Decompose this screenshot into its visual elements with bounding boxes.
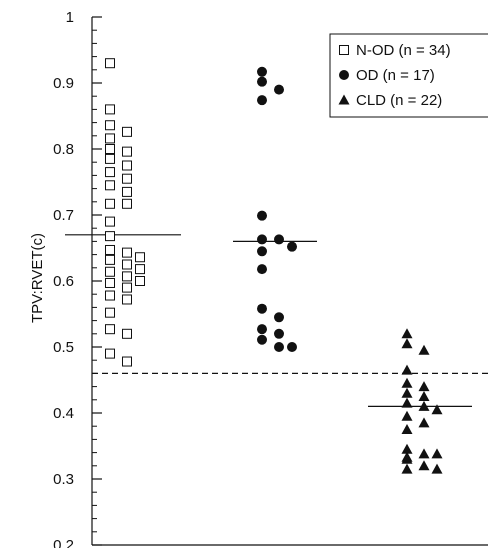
data-point-circle: [274, 84, 284, 95]
data-point-circle: [274, 342, 284, 352]
data-point-triangle: [401, 443, 413, 454]
y-tick-label: 0.4: [53, 405, 74, 422]
data-point-circle: [257, 95, 267, 106]
y-tick-label: 1: [66, 9, 74, 26]
legend-label: CLD (n = 22): [356, 92, 442, 109]
data-point-square: [122, 356, 132, 367]
data-point-triangle: [431, 404, 443, 415]
data-point-triangle: [431, 463, 443, 474]
data-point-triangle: [401, 364, 413, 375]
data-point-triangle: [418, 448, 430, 459]
data-point-square: [105, 231, 115, 242]
y-tick-label: 0.3: [53, 471, 74, 488]
data-point-circle: [257, 76, 267, 87]
data-point-square: [105, 180, 115, 191]
data-point-square: [122, 282, 132, 293]
data-point-circle: [274, 328, 284, 339]
y-tick-label: 0.6: [53, 273, 74, 290]
data-point-circle: [257, 264, 267, 275]
legend-label: N-OD (n = 34): [356, 42, 451, 59]
data-point-square: [105, 58, 115, 69]
data-point-triangle: [401, 328, 413, 339]
y-axis-title: TPV:RVET(c): [29, 233, 46, 323]
data-point-circle: [257, 334, 267, 345]
data-point-square: [105, 104, 115, 115]
data-point-square: [105, 290, 115, 301]
data-point-circle: [287, 342, 297, 352]
data-point-square: [105, 348, 115, 359]
data-point-square: [122, 198, 132, 209]
data-point-triangle: [401, 424, 413, 434]
data-point-circle: [257, 303, 267, 314]
data-point-triangle: [418, 460, 430, 471]
data-point-triangle: [401, 453, 413, 464]
data-point-square: [122, 294, 132, 305]
data-point-circle: [257, 246, 267, 257]
data-point-square: [122, 126, 132, 137]
legend-label: OD (n = 17): [356, 67, 435, 84]
data-point-square: [135, 276, 145, 286]
data-point-square: [135, 252, 145, 263]
data-point-square: [105, 244, 115, 255]
data-point-triangle: [418, 417, 430, 428]
y-tick-label: 0.8: [53, 141, 74, 158]
data-point-square: [105, 133, 115, 144]
y-axis: 0.2 0.3 0.4 0.5 0.6 0.7 0.8 0.9 1: [53, 9, 488, 548]
data-point-square: [122, 328, 132, 339]
data-point-square: [105, 216, 115, 227]
data-point-triangle: [401, 377, 413, 388]
data-point-square: [105, 153, 115, 164]
legend-box: [329, 33, 488, 118]
data-point-square: [105, 324, 115, 335]
data-point-circle: [274, 234, 284, 245]
y-tick-label: 0.5: [53, 339, 74, 356]
data-point-triangle: [401, 387, 413, 398]
data-point-circle: [257, 210, 267, 221]
y-tick-label: 0.9: [53, 75, 74, 92]
y-tick-label: 0.2: [53, 537, 74, 548]
data-point-square: [122, 259, 132, 270]
data-point-square: [105, 144, 115, 154]
data-point-triangle: [418, 381, 430, 392]
data-point-triangle: [401, 338, 413, 349]
data-point-square: [122, 173, 132, 184]
data-point-square: [105, 198, 115, 209]
data-point-triangle: [401, 463, 413, 474]
data-point-square: [105, 254, 115, 265]
data-point-square: [105, 277, 115, 288]
data-point-circle: [274, 312, 284, 323]
data-point-triangle: [401, 397, 413, 408]
y-tick-label: 0.7: [53, 207, 74, 224]
data-point-triangle: [418, 400, 430, 411]
data-point-circle: [257, 234, 267, 245]
data-point-square: [105, 266, 115, 277]
legend: N-OD (n = 34) OD (n = 17) CLD (n = 22): [329, 33, 488, 118]
data-point-square: [105, 307, 115, 318]
data-point-square: [339, 45, 349, 55]
data-point-square: [122, 160, 132, 171]
data-point-triangle: [401, 410, 413, 421]
data-point-triangle: [431, 448, 443, 459]
data-point-circle: [257, 66, 267, 77]
data-point-circle: [257, 324, 267, 335]
data-point-triangle: [418, 391, 430, 401]
data-points: [105, 58, 443, 474]
data-point-circle: [339, 70, 349, 80]
data-point-square: [105, 120, 115, 131]
data-point-circle: [287, 241, 297, 252]
data-point-square: [122, 271, 132, 282]
data-point-square: [122, 247, 132, 258]
data-point-square: [105, 167, 115, 178]
data-point-square: [122, 186, 132, 197]
data-point-square: [135, 264, 145, 275]
data-point-triangle: [338, 94, 350, 105]
data-point-square: [122, 146, 132, 157]
data-point-triangle: [418, 344, 430, 355]
